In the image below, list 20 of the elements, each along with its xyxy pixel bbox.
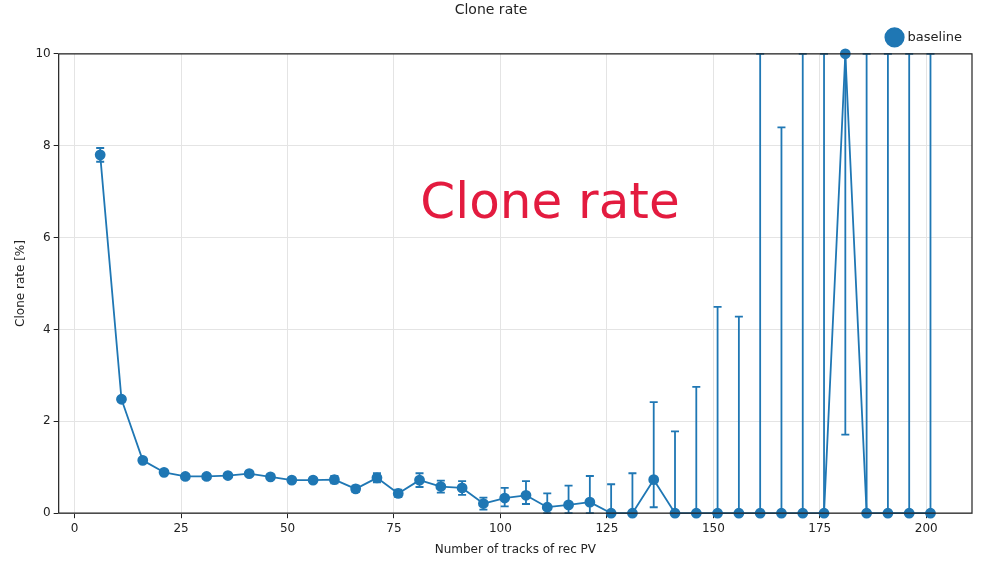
y-tick-label: 4: [43, 321, 51, 336]
x-tick-label: 200: [914, 520, 938, 535]
y-tick-label: 2: [43, 413, 51, 428]
y-tick-label: 8: [43, 137, 51, 152]
x-tick-label: 100: [488, 520, 512, 535]
y-tick-label: 0: [43, 505, 51, 520]
x-tick-label: 125: [595, 520, 619, 535]
annotation: Clone rate: [420, 171, 680, 230]
x-tick-label: 175: [808, 520, 832, 535]
x-tick-label: 0: [70, 520, 79, 535]
x-tick-label: 75: [386, 520, 402, 535]
y-tick-label: 6: [43, 229, 51, 244]
x-tick-label: 150: [701, 520, 725, 535]
chart-title: Clone rate: [454, 1, 528, 18]
x-axis-title: Number of tracks of rec PV: [434, 541, 597, 556]
x-tick-label: 50: [279, 520, 296, 535]
x-tick-label: 25: [173, 520, 189, 535]
y-tick-label: 10: [35, 45, 51, 60]
y-axis-title: Clone rate [%]: [13, 240, 28, 327]
legend-label: baseline: [907, 28, 962, 44]
